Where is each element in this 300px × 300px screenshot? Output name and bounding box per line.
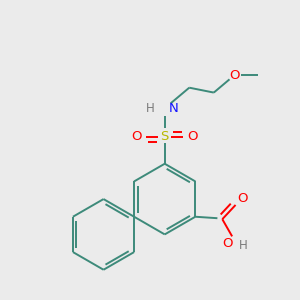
Text: O: O <box>222 237 232 250</box>
Text: S: S <box>160 130 169 143</box>
Text: O: O <box>229 69 240 82</box>
Text: H: H <box>238 239 247 252</box>
Text: N: N <box>169 102 178 115</box>
Text: O: O <box>238 192 248 205</box>
Text: H: H <box>146 102 154 115</box>
Text: O: O <box>131 130 142 143</box>
Text: O: O <box>188 130 198 143</box>
